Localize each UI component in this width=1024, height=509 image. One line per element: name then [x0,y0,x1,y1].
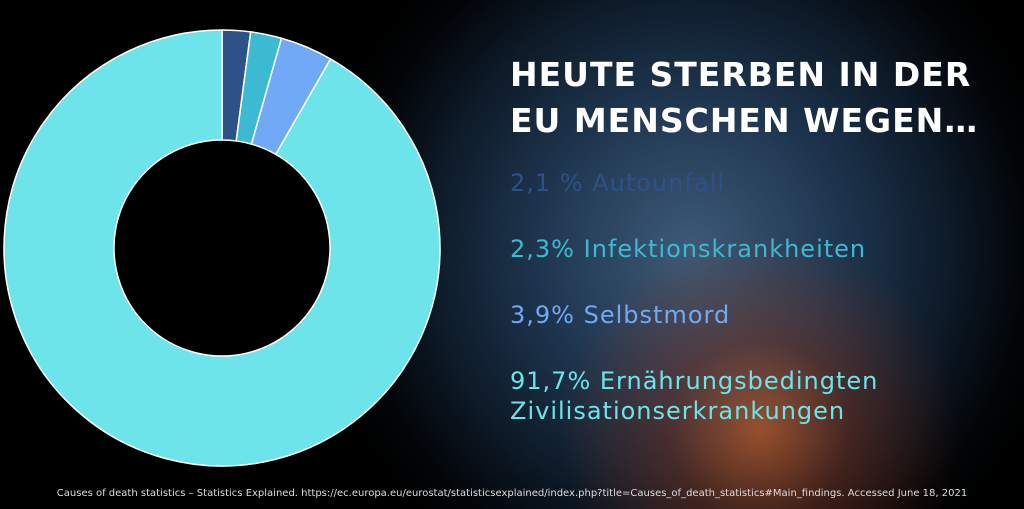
legend-value: 2,3% [510,235,575,263]
legend-item: 2,1 % Autounfall [510,168,950,198]
legend-item: 3,9% Selbstmord [510,300,950,330]
legend-value: 91,7% [510,367,592,395]
legend-item: 91,7% Ernährungsbedingten Zivilisationse… [510,366,950,426]
legend-label: Infektionskrankheiten [583,235,867,263]
source-note: Causes of death statistics – Statistics … [56,488,968,499]
donut-slice [3,29,441,467]
donut-chart [3,29,441,467]
legend-value: 3,9% [510,301,575,329]
legend-label: Autounfall [592,169,725,197]
legend-item: 2,3% Infektionskrankheiten [510,234,950,264]
legend-value: 2,1 % [510,169,584,197]
legend: 2,1 % Autounfall 2,3% Infektionskrankheit… [510,168,950,462]
slide-title: HEUTE STERBEN IN DER EU MENSCHEN WEGEN… [510,55,979,140]
legend-label: Selbstmord [583,301,731,329]
legend-label: Ernährungsbedingten Zivilisationserkrank… [510,367,879,425]
